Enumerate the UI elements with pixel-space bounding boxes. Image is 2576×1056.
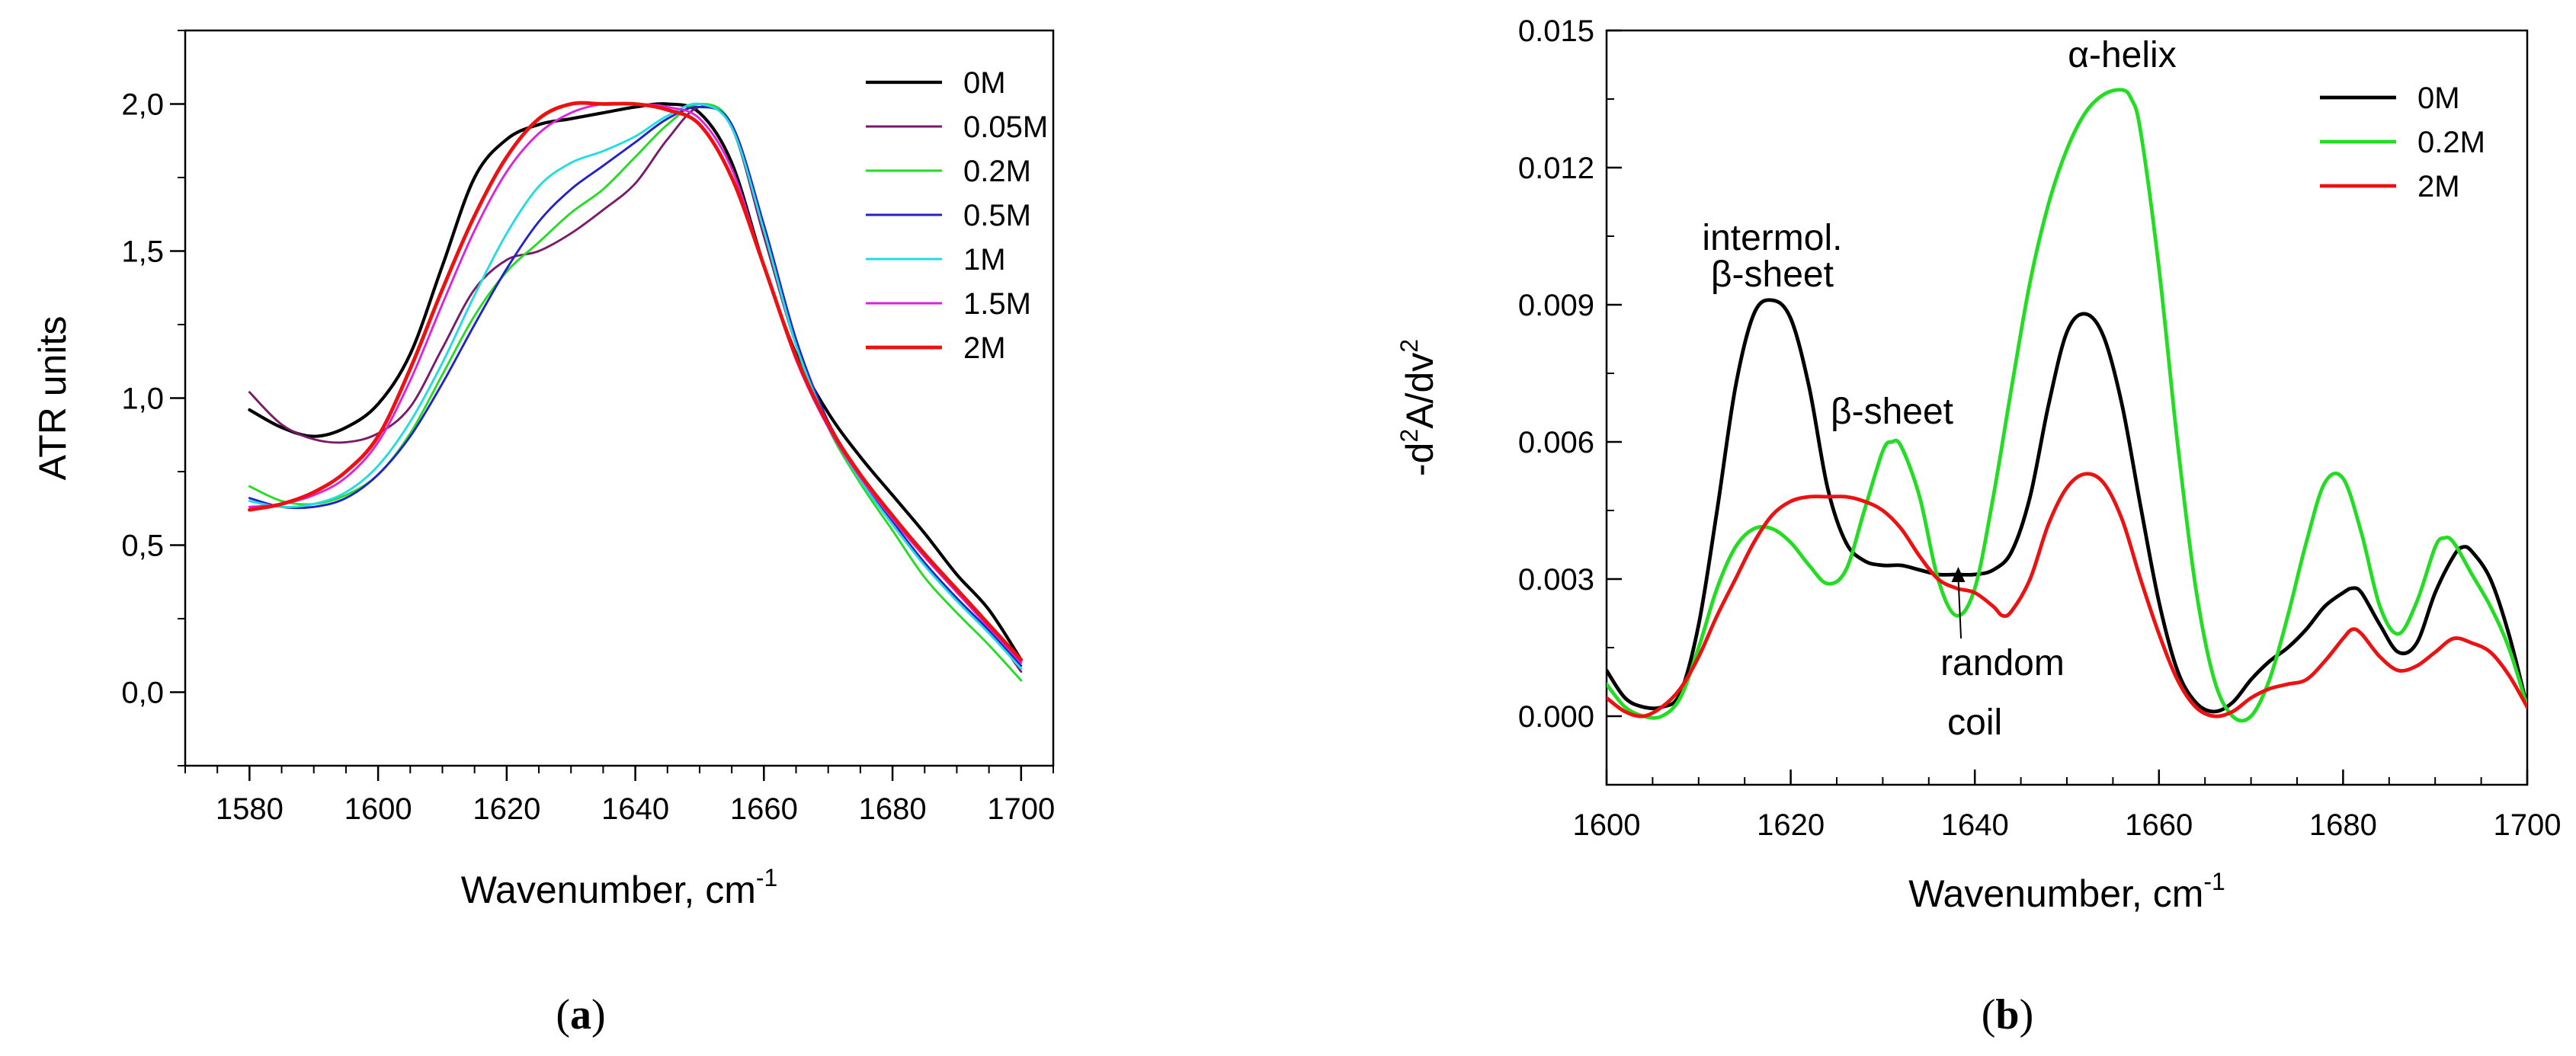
annotation-label: α-helix: [2068, 35, 2176, 75]
y-axis-title: -d2A/dv2: [1395, 339, 1441, 476]
annotation-label: coil: [1947, 702, 2002, 743]
y-tick-label: 1,5: [121, 235, 164, 269]
y-tick-label: 0,5: [121, 530, 164, 563]
x-tick-label: 1640: [601, 792, 669, 826]
legend-label: 0.5M: [963, 199, 1031, 232]
panel-label-letter: a: [570, 991, 591, 1038]
y-tick-label: 0,0: [121, 677, 164, 710]
series-line-1M: [248, 102, 1023, 670]
x-tick-label: 1680: [859, 792, 927, 826]
x-tick-label: 1620: [1757, 808, 1825, 842]
panel-label-a: (a): [556, 991, 605, 1038]
legend-label: 0.2M: [963, 155, 1031, 188]
x-tick-label: 1640: [1941, 808, 2009, 842]
panel-label-b: (b): [1982, 991, 2033, 1038]
x-tick-label: 1660: [2125, 808, 2193, 842]
panel-label-close: ): [2020, 991, 2034, 1038]
y-tick-label: 0.000: [1518, 700, 1594, 734]
x-tick-label: 1680: [2309, 808, 2377, 842]
x-tick-label: 1700: [987, 792, 1055, 826]
annotation-label: β-sheet: [1711, 254, 1834, 295]
x-tick-label: 1660: [730, 792, 798, 826]
legend-label: 2M: [963, 331, 1006, 365]
legend-label: 0.05M: [963, 110, 1048, 144]
legend-label: 0M: [2417, 82, 2460, 115]
x-tick-label: 1600: [344, 792, 412, 826]
x-tick-label: 1620: [473, 792, 540, 826]
y-title-part: -d: [1399, 443, 1441, 476]
plot-frame: [1605, 29, 2529, 786]
chart-panel-b: 1600 1620 1640 1660 1680 1700 0.000 0.003 0.006 0…: [1395, 14, 2561, 1038]
annotation-label: intermol.: [1702, 218, 1842, 258]
series-line-1.5M: [248, 102, 1023, 664]
annotation-label: random: [1940, 643, 2065, 683]
chart-panel-a: 1580 1600 1620 1640 1660 1680 1700 0,0 0,5 1,0 1,5…: [31, 29, 1055, 1038]
series-line-0.2M: [1607, 88, 2527, 723]
panel-label-close: ): [591, 991, 606, 1038]
annotation-arrow-head: [1951, 567, 1966, 582]
series-line-0.05M: [248, 105, 1023, 673]
y-tick-label: 1,0: [121, 382, 164, 416]
annotation-label: β-sheet: [1831, 392, 1953, 432]
plot-frame: [184, 29, 1055, 767]
x-axis-title-superscript: -1: [756, 864, 777, 891]
series-line-0.2M: [248, 103, 1023, 682]
x-axis-title: Wavenumber, cm-1: [461, 864, 778, 911]
y-tick-label: 0.012: [1518, 152, 1594, 185]
panel-label-letter: b: [1995, 991, 2019, 1038]
series-line-0M: [1607, 298, 2527, 714]
y-tick-label: 0.015: [1518, 14, 1594, 48]
annotation-arrow-line: [1957, 577, 1962, 639]
series-line-0.5M: [248, 105, 1023, 667]
y-axis-title: ATR units: [31, 316, 74, 481]
y-title-superscript: 2: [1395, 429, 1423, 443]
x-axis-title: Wavenumber, cm-1: [1908, 868, 2225, 915]
legend-label: 2M: [2417, 170, 2460, 203]
y-title-superscript: 2: [1395, 339, 1423, 353]
series-line-0M: [248, 102, 1023, 662]
y-tick-label: 0.009: [1518, 289, 1594, 322]
plot-area: [1607, 88, 2527, 723]
legend-label: 1M: [963, 243, 1006, 277]
y-tick-label: 2,0: [121, 88, 164, 122]
series-line-2M: [248, 101, 1024, 662]
legend-label: 1.5M: [963, 287, 1031, 321]
y-tick-label: 0.003: [1518, 563, 1594, 597]
x-axis-title-superscript: -1: [2203, 868, 2225, 895]
x-tick-label: 1600: [1573, 808, 1641, 842]
legend-label: 0M: [963, 66, 1006, 100]
series-line-2M: [1607, 472, 2527, 718]
x-tick-label: 1580: [216, 792, 284, 826]
legend-label: 0.2M: [2417, 126, 2485, 159]
y-title-part: A/dv: [1399, 353, 1441, 429]
x-tick-label: 1700: [2494, 808, 2562, 842]
y-tick-label: 0.006: [1518, 426, 1594, 459]
